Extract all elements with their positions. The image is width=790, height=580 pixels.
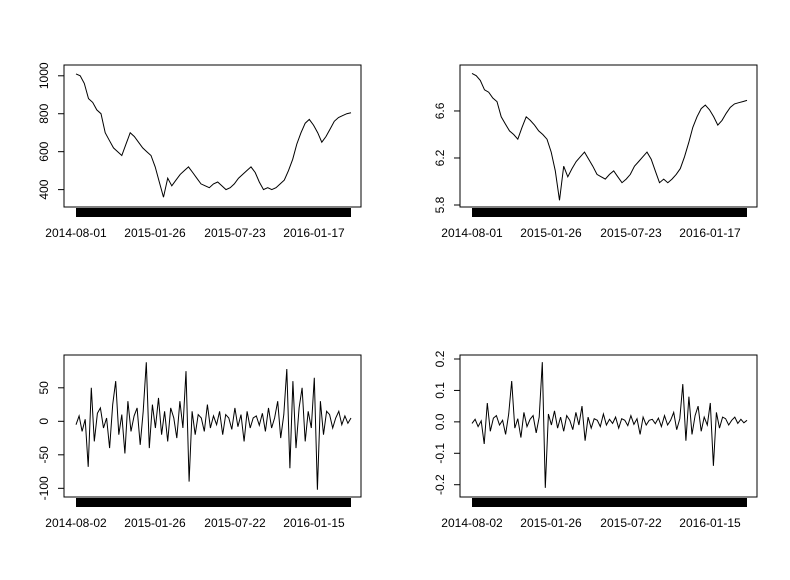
x-tick-label: 2015-07-22	[600, 516, 662, 530]
y-tick-label: 5.8	[433, 196, 447, 213]
y-tick-label: 400	[37, 179, 51, 199]
x-axis: 2014-08-01 2015-01-26 2015-07-23 2016-01-17	[45, 226, 345, 240]
y-axis: -100 -50 0 50	[37, 381, 64, 500]
x-axis: 2014-08-02 2015-01-26 2015-07-22 2016-01-15	[441, 516, 741, 530]
date-rug	[76, 498, 351, 507]
y-tick-label: -0.1	[433, 443, 447, 464]
y-tick-label: 600	[37, 141, 51, 161]
series-line	[75, 362, 352, 490]
x-tick-label: 2016-01-17	[679, 226, 741, 240]
x-tick-label: 2016-01-15	[679, 516, 741, 530]
x-tick-label: 2015-07-22	[204, 516, 266, 530]
x-tick-label: 2015-07-23	[204, 226, 266, 240]
x-tick-label: 2015-01-26	[520, 226, 582, 240]
y-tick-label: 0.1	[433, 382, 447, 399]
x-axis: 2014-08-01 2015-01-26 2015-07-23 2016-01-17	[441, 226, 741, 240]
x-tick-label: 2015-01-26	[124, 516, 186, 530]
plot-frame	[63, 64, 362, 208]
plot-frame	[63, 354, 362, 498]
date-rug	[472, 498, 747, 507]
y-tick-label: -0.2	[433, 474, 447, 495]
date-rug	[472, 208, 747, 217]
x-tick-label: 2016-01-15	[283, 516, 345, 530]
series-line	[471, 72, 748, 201]
y-tick-label: 50	[37, 381, 51, 395]
panel-1: 400 600 800 1000 2014-08-01 2015-01-26 2015-0…	[37, 62, 362, 240]
x-tick-label: 2015-07-23	[600, 226, 662, 240]
y-tick-label: 0.2	[433, 350, 447, 367]
series-line	[75, 73, 352, 198]
panel-4: -0.2-0.10.00.10.2 2014-08-02 2015-01-26 20…	[433, 350, 758, 530]
x-axis: 2014-08-02 2015-01-26 2015-07-22 2016-01-15	[45, 516, 345, 530]
plot-frame	[459, 354, 758, 498]
y-tick-label: -100	[37, 476, 51, 500]
x-tick-label: 2014-08-01	[441, 226, 503, 240]
y-tick-label: 6.6	[433, 102, 447, 119]
x-tick-label: 2014-08-02	[45, 516, 107, 530]
y-axis: 400 600 800 1000	[37, 62, 64, 200]
y-axis: 5.8 6.2 6.6	[433, 102, 460, 213]
x-tick-label: 2015-01-26	[124, 226, 186, 240]
y-axis: -0.2 -0.1 0.0 0.1 0.2	[433, 350, 460, 495]
y-tick-label: -50	[37, 446, 51, 464]
series-line	[471, 362, 748, 488]
x-tick-label: 2016-01-17	[283, 226, 345, 240]
x-tick-label: 2014-08-01	[45, 226, 107, 240]
x-tick-label: 2014-08-02	[441, 516, 503, 530]
panel-2: 5.8 6.2 6.6 2014-08-01 2015-01-26 2015-07-23…	[433, 64, 758, 240]
plot-frame	[459, 64, 758, 208]
y-tick-label: 0.0	[433, 413, 447, 430]
panel-3: -100 -50 0 50 2014-08-02 2015-01-26 2015-07-2…	[37, 354, 362, 530]
y-tick-label: 6.2	[433, 149, 447, 166]
x-tick-label: 2015-01-26	[520, 516, 582, 530]
y-tick-label: 0	[37, 418, 51, 425]
y-tick-label: 800	[37, 103, 51, 123]
date-rug	[76, 208, 351, 217]
y-tick-label: 1000	[37, 62, 51, 89]
